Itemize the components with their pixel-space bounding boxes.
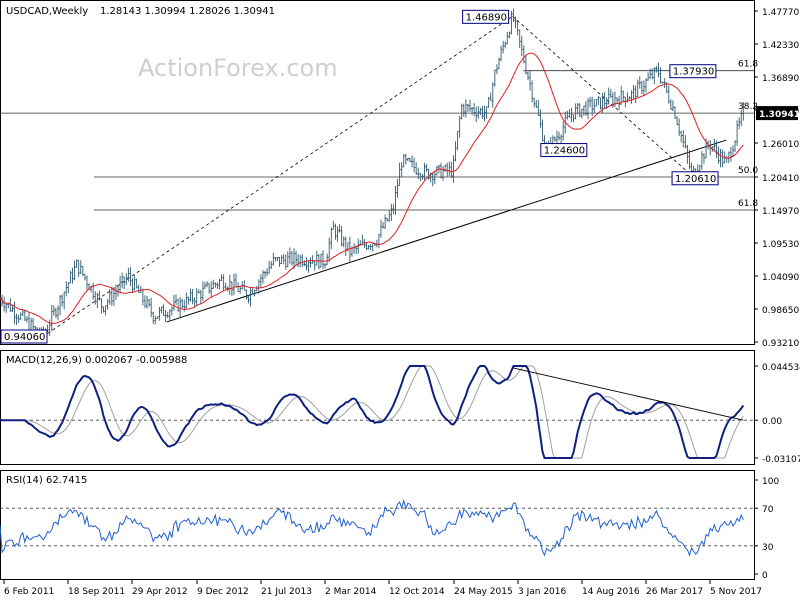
price-label-box (669, 64, 717, 79)
price-candles (0, 8, 745, 342)
price-label-text: 1.24600 (544, 146, 585, 157)
time-axis-label: 18 Sep 2011 (68, 587, 125, 597)
symbol-title: USDCAD,Weekly (6, 6, 88, 17)
price-axis-label: 0.93210 (762, 339, 799, 349)
price-axis-label: 1.36890 (762, 74, 799, 84)
support-trendline (166, 139, 727, 323)
price-axis-label: 0.98650 (762, 306, 799, 316)
price-label-box (671, 171, 719, 186)
macd-axis-label: 0.044534 (762, 363, 800, 373)
last-price-box (756, 106, 798, 121)
rsi-line (0, 498, 744, 557)
ohlc-readout: 1.28143 1.30994 1.28026 1.30941 (100, 6, 275, 17)
price-label-box (0, 329, 48, 344)
macd-pane-frame (0, 350, 755, 465)
rsi-pane: 100 70 30 0 (0, 477, 779, 581)
time-axis-label: 3 Jan 2016 (518, 587, 566, 597)
moving-average-series (0, 52, 744, 324)
price-label-text: 1.20610 (675, 174, 716, 185)
rsi-axis-label: 30 (762, 543, 774, 553)
macd-trendline (512, 367, 744, 421)
time-axis: 6 Feb 2011 18 Sep 2011 29 Apr 2012 9 Dec 20… (3, 580, 762, 597)
price-axis: 1.477701.423301.368901.314501.260101.204… (754, 8, 800, 349)
rsi-title: RSI(14) 62.7415 (6, 475, 87, 486)
rsi-axis-label: 70 (762, 505, 774, 515)
rsi-axis-label: 0 (762, 571, 768, 581)
macd-axis-label: -0.031072 (762, 455, 800, 465)
macd-title: MACD(12,26,9) 0.002067 -0.005988 (6, 355, 187, 366)
price-label-text: 1.46890 (466, 12, 507, 23)
dashed-trendline-up (42, 16, 513, 338)
time-axis-label: 2 Mar 2014 (325, 587, 377, 597)
price-axis-label: 1.04090 (762, 273, 799, 283)
price-label-text: 1.37930 (673, 67, 714, 78)
time-axis-label: 21 Jul 2013 (261, 587, 312, 597)
fib-level-label: 61.8 (738, 60, 758, 70)
price-axis-label: 1.20410 (762, 174, 799, 184)
time-axis-label: 29 Apr 2012 (132, 587, 188, 597)
time-axis-label: 14 Aug 2016 (582, 587, 640, 597)
fib-level-label: 38.2 (738, 102, 758, 112)
rsi-axis-label: 100 (762, 477, 779, 487)
watermark: ActionForex.com (138, 54, 338, 82)
fib-level-label: 61.8 (738, 199, 758, 209)
time-axis-label: 9 Dec 2012 (197, 587, 249, 597)
time-axis-label: 26 Mar 2017 (646, 587, 703, 597)
fib-level-label: 50.0 (738, 166, 758, 176)
macd-line (0, 365, 745, 459)
price-axis-label: 1.26010 (762, 140, 799, 150)
time-axis-label: 24 May 2015 (454, 587, 513, 597)
time-axis-label: 5 Nov 2017 (710, 587, 762, 597)
time-axis-label: 6 Feb 2011 (4, 587, 54, 597)
price-axis-label: 1.47770 (762, 8, 799, 18)
last-price-label: 1.30941 (759, 110, 800, 120)
price-axis-label: 1.14970 (762, 207, 799, 217)
price-label-text: 0.94060 (4, 332, 45, 343)
price-grid: 61.8 38.2 50.0 61.8 (0, 60, 758, 211)
price-label-box (540, 143, 588, 158)
price-label-box (462, 9, 510, 24)
price-labels: 1.46890 1.37930 1.24600 1.20610 0.94060 (0, 9, 719, 344)
moving-average-line (0, 52, 744, 324)
price-axis-label: 1.42330 (762, 41, 799, 51)
rsi-pane-frame (0, 470, 755, 580)
macd-axis-label: 0.00 (762, 417, 782, 427)
time-axis-label: 12 Oct 2014 (389, 587, 445, 597)
macd-pane: 0.044534 0.00 -0.031072 (0, 363, 800, 465)
price-axis-label: 1.09530 (762, 240, 799, 250)
price-pane-frame (0, 0, 755, 345)
